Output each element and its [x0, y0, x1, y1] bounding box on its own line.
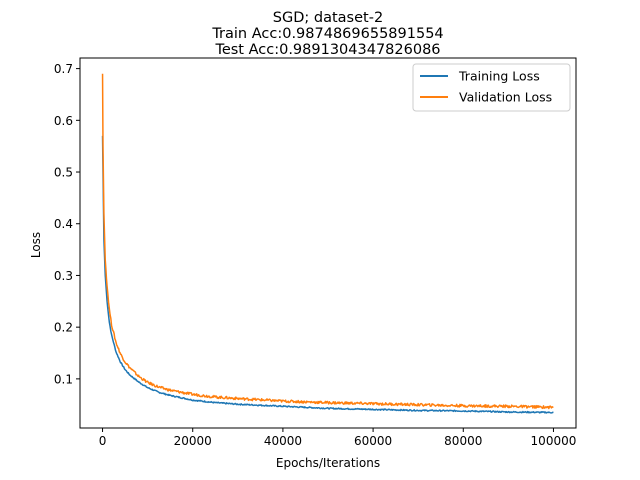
series-layer [101, 73, 554, 414]
x-tick-label: 80000 [444, 434, 482, 448]
x-tick-label: 100000 [531, 434, 577, 448]
chart-title-line-2: Train Acc:0.9874869655891554 [211, 26, 443, 42]
y-tick-label: 0.1 [54, 372, 73, 386]
x-tick-label: 60000 [354, 434, 392, 448]
y-tick-label: 0.7 [54, 62, 73, 76]
series-line-validation-loss [101, 73, 554, 410]
legend-label-validation-loss: Validation Loss [459, 90, 552, 105]
x-tick-label: 0 [99, 434, 107, 448]
y-tick-label: 0.3 [54, 269, 73, 283]
x-axis-label: Epochs/Iterations [276, 456, 380, 470]
y-tick-label: 0.2 [54, 321, 73, 335]
chart-title-line-3: Test Acc:0.9891304347826086 [214, 42, 440, 58]
plot-frame [79, 57, 577, 429]
legend: Training Loss Validation Loss [412, 63, 571, 112]
y-axis-label: Loss [29, 232, 43, 258]
chart-title-line-1: SGD; dataset-2 [273, 10, 383, 26]
legend-frame [412, 63, 571, 112]
x-tick-label: 40000 [264, 434, 302, 448]
y-tick-label: 0.5 [54, 166, 73, 180]
legend-label-training-loss: Training Loss [458, 69, 540, 84]
x-tick-label: 20000 [174, 434, 212, 448]
axes-layer [79, 57, 577, 429]
ticks-layer: 0 20000 40000 60000 80000 100000 0.1 0.2 0.3 0.4 0… [54, 62, 576, 448]
series-line-training-loss [101, 135, 554, 414]
y-tick-label: 0.4 [54, 217, 73, 231]
y-tick-label: 0.6 [54, 114, 73, 128]
